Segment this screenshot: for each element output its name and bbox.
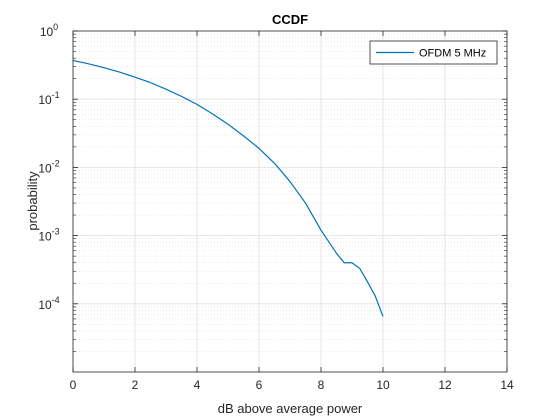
legend-box [369,40,498,65]
plot-frame [72,30,508,373]
legend-entry-ofdm: OFDM 5 MHz [419,48,486,60]
y-tick-exponent: 0 [53,22,58,32]
y-tick-label: 100 [40,22,58,39]
x-tick-label: 12 [438,378,452,392]
legend: OFDM 5 MHz [369,40,498,65]
y-tick-base: 10 [38,298,52,312]
x-tick-label: 8 [318,378,325,392]
x-tick-label: 6 [256,378,263,392]
series-line-0 [72,59,384,317]
x-axis-ticks: 0 2 4 6 8 10 12 14 [70,31,514,392]
x-axis-label: dB above average power [218,401,363,416]
x-tick-label: 14 [500,378,514,392]
chart-title: CCDF [272,12,308,27]
y-tick-label: 10-2 [38,158,59,175]
x-tick-label: 10 [376,378,390,392]
y-tick-exponent: -4 [52,295,60,305]
y-tick-exponent: -3 [52,227,60,237]
y-tick-label: 10-1 [38,90,59,107]
plot-area [73,31,507,372]
series-layer [72,59,384,317]
x-tick-label: 4 [194,378,201,392]
y-tick-base: 10 [38,161,52,175]
y-axis-label: probability [25,171,40,231]
y-tick-base: 10 [38,230,52,244]
y-tick-base: 10 [38,93,52,107]
y-tick-exponent: -1 [52,90,60,100]
y-tick-base: 10 [40,25,54,39]
x-tick-label: 2 [132,378,139,392]
minor-grid [73,33,507,352]
y-tick-label: 10-3 [38,227,59,244]
y-tick-label: 10-4 [38,295,59,312]
x-tick-label: 0 [70,378,77,392]
y-tick-exponent: -2 [52,158,60,168]
